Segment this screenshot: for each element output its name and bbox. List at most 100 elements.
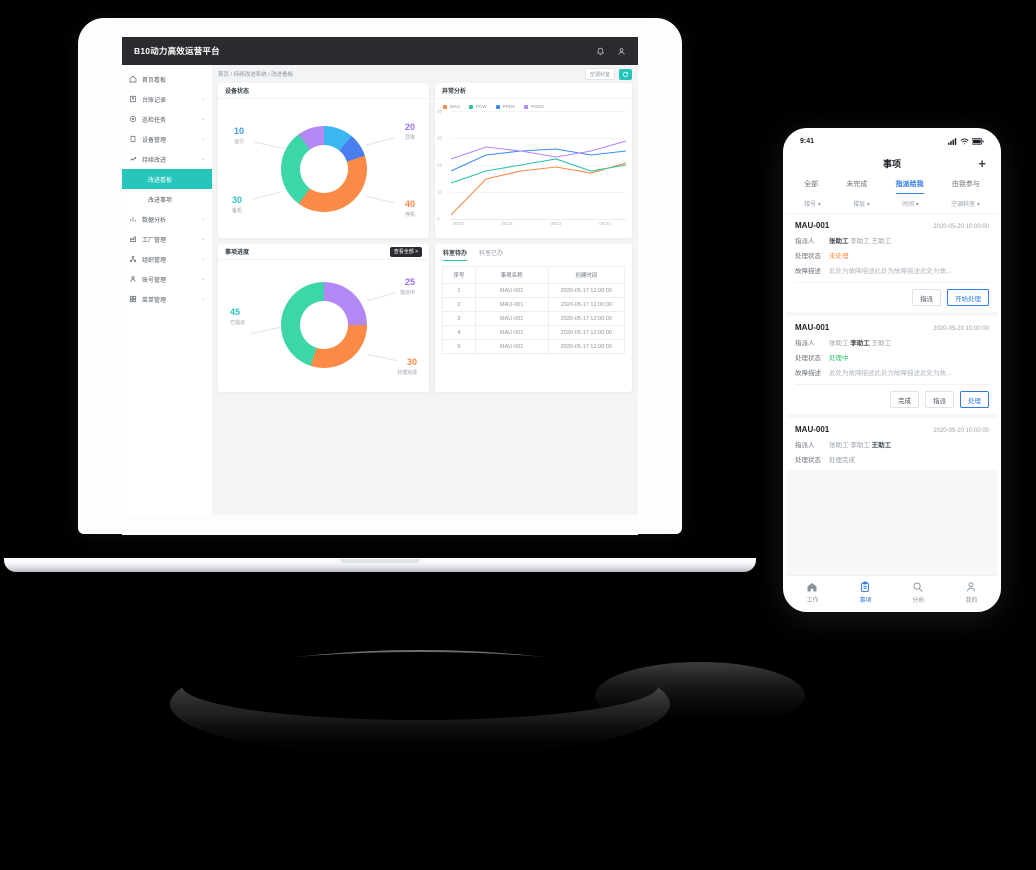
column-header: 事项名称 xyxy=(474,266,549,284)
sidebar-item-label: 组织管理 xyxy=(142,257,167,264)
assignee-name: 王助工 xyxy=(871,340,892,347)
donut-ring xyxy=(280,282,367,368)
action-button-完成[interactable]: 完成 xyxy=(890,391,919,408)
sidebar-item-label: 数据分析 xyxy=(142,217,167,224)
table-cell: MAU-001 xyxy=(474,339,549,354)
phone-status-bar: 9:41 xyxy=(786,131,998,151)
assignee-name: 张助工 xyxy=(829,340,849,347)
sidebar-item-inspection[interactable]: 巡检任务 ⌄ xyxy=(122,109,212,129)
add-button[interactable]: + xyxy=(978,155,986,171)
card-title: 事项进度 xyxy=(225,250,250,256)
chart-up-icon xyxy=(129,155,137,163)
tab-done[interactable]: 科室已办 xyxy=(479,251,504,257)
equipment-status-card: 设备状态 10 运行 xyxy=(218,83,429,238)
leader-line xyxy=(250,326,282,335)
page-title: 事项 xyxy=(882,158,901,169)
phone-tab-指派给我[interactable]: 指派给我 xyxy=(895,179,924,194)
sidebar-item-device[interactable]: 设备管理 ⌄ xyxy=(122,129,212,149)
app-body: 首页看板 台账记录 ⌄ xyxy=(122,65,638,515)
table-cell: 2020-05-17 12:00:00 xyxy=(547,283,626,298)
phone-tab-由我参与[interactable]: 由我参与 xyxy=(951,181,980,188)
field-label: 指派人 xyxy=(795,340,815,347)
sidebar-item-analysis[interactable]: 数据分析 ⌄ xyxy=(122,209,212,229)
phone-nav-bar: 事项 + xyxy=(786,151,998,175)
chart-legend: MAU PCW PRDX PGDX xyxy=(435,99,632,111)
chevron-down-icon: ⌄ xyxy=(200,296,205,302)
item-card[interactable]: MAU-001 2020-05-20 10:00:00 指派人 张助工 李助工 王助工… xyxy=(786,418,998,470)
sidebar-item-menu[interactable]: 菜单管理 ⌄ xyxy=(122,289,212,309)
department-tag[interactable]: 空调科室 xyxy=(584,68,615,80)
assignee-list: 张助工 李助工 王助工 xyxy=(829,439,891,449)
line-series-PRDX xyxy=(451,149,626,171)
phone-tabbar: 工作 事项 分析 我的 xyxy=(786,575,998,609)
table-row[interactable]: 4 MAU-001 2020-05-17 12:00:00 xyxy=(442,325,626,340)
sidebar-subitem-items[interactable]: 改进事项 xyxy=(148,197,173,204)
status-indicators xyxy=(948,137,984,145)
action-button-指派[interactable]: 指派 xyxy=(925,391,954,408)
todo-table: 序号 事项名称 创建时间 1 MAU-001 2020-05-17 12:00:00… xyxy=(442,266,626,354)
table-row[interactable]: 5 MAU-001 2020-05-17 12:00:00 xyxy=(442,339,626,354)
x-tick: 05/22 xyxy=(550,221,562,226)
donut-label-stopped: 40 停机 xyxy=(404,199,415,219)
abnormal-analysis-card: 异常分析 MAU PCW PRDX PGDX xyxy=(435,83,632,238)
table-cell: MAU-001 xyxy=(474,325,549,340)
filter-dropdown[interactable]: 空调科室 ▾ xyxy=(951,202,980,208)
tabbar-item-profile[interactable]: 我的 xyxy=(965,581,978,604)
table-tabs: 科室待办 科室已办 xyxy=(435,244,632,261)
y-tick: 0 xyxy=(437,216,440,222)
sidebar-item-label: 巡检任务 xyxy=(142,117,167,124)
sidebar-item-ledger[interactable]: 台账记录 ⌄ xyxy=(122,89,212,109)
app-header: B10动力高效运营平台 xyxy=(122,37,638,65)
y-tick: 25 xyxy=(437,108,443,114)
donut-label-completed: 30 处理完成 xyxy=(396,357,417,377)
action-button-处理[interactable]: 处理 xyxy=(960,391,989,408)
card-header: 事项进度 查看全部 > xyxy=(218,244,429,260)
filter-dropdown[interactable]: 时间 ▾ xyxy=(902,202,919,208)
account-icon xyxy=(129,275,137,283)
sidebar-item-account[interactable]: 账号管理 ⌄ xyxy=(122,269,212,289)
table-cell: 2020-05-17 12:00:00 xyxy=(547,325,626,340)
assignee-name: 王助工 xyxy=(871,238,892,245)
table-cell: 2020-05-17 12:00:00 xyxy=(547,339,626,354)
description-row: 故障描述 此处为故障描述此处为故障描述此处为故... xyxy=(795,367,989,377)
tab-todo[interactable]: 科室待办 xyxy=(443,248,468,261)
phone-tab-全部[interactable]: 全部 xyxy=(804,181,819,188)
sidebar-subitem-board[interactable]: 改进看板 xyxy=(122,169,212,189)
phone-tab-未完成[interactable]: 未完成 xyxy=(846,181,868,188)
item-card[interactable]: MAU-001 2020-05-20 10:00:00 指派人 张助工 李助工 王助工… xyxy=(786,316,998,414)
card-top: MAU-001 2020-05-20 10:00:00 xyxy=(795,323,989,332)
refresh-button[interactable] xyxy=(619,68,632,80)
legend-item: PGDX xyxy=(524,104,544,109)
item-time: 2020-05-20 10:00:00 xyxy=(933,224,989,230)
filter-dropdown[interactable]: 楼号 ▾ xyxy=(804,202,821,208)
action-button-开始处理[interactable]: 开始处理 xyxy=(947,289,989,306)
sidebar-item-factory[interactable]: 工厂管理 ⌄ xyxy=(122,229,212,249)
action-button-指派[interactable]: 指派 xyxy=(912,289,941,306)
status-row: 处理状态 处理中 xyxy=(795,352,989,362)
donut-label-standby: 30 备机 xyxy=(232,195,243,215)
dashboard-row-top: 设备状态 10 运行 xyxy=(218,83,632,238)
tabbar-item-items[interactable]: 事项 xyxy=(859,581,872,604)
phone-card-list[interactable]: MAU-001 2020-05-20 10:00:00 指派人 张助工 李助工 王助工… xyxy=(786,214,998,575)
user-icon[interactable] xyxy=(617,47,626,56)
item-card[interactable]: MAU-001 2020-05-20 10:00:00 指派人 张助工 李助工 王助工… xyxy=(786,214,998,312)
leader-line xyxy=(365,137,395,146)
sidebar-item-home[interactable]: 首页看板 xyxy=(122,69,212,89)
sidebar-item-organization[interactable]: 组织管理 ⌄ xyxy=(122,249,212,269)
table-row[interactable]: 2 MAU-001 2020-05-17 12:00:00 xyxy=(442,297,626,312)
sidebar-item-improvement[interactable]: 持续改进 ⌄ xyxy=(122,149,212,169)
chevron-down-icon: ⌄ xyxy=(200,236,205,242)
bell-icon[interactable] xyxy=(596,47,605,56)
view-all-button[interactable]: 查看全部 > xyxy=(389,246,422,257)
assignee-row: 指派人 张助工 李助工 王助工 xyxy=(795,337,989,347)
laptop-base-notch xyxy=(340,559,420,563)
tabbar-item-analysis[interactable]: 分析 xyxy=(912,581,925,604)
table-row[interactable]: 1 MAU-001 2020-05-17 12:00:00 xyxy=(442,283,626,298)
donut-label-abnormal: 20 异常 xyxy=(404,122,415,142)
tabbar-label: 我的 xyxy=(965,598,978,604)
table-row[interactable]: 3 MAU-001 2020-05-17 12:00:00 xyxy=(442,311,626,326)
filter-dropdown[interactable]: 楼层 ▾ xyxy=(853,202,870,208)
assignee-row: 指派人 张助工 李助工 王助工 xyxy=(795,439,989,449)
line-series-PCW xyxy=(451,159,626,183)
tabbar-item-work[interactable]: 工作 xyxy=(806,581,819,604)
